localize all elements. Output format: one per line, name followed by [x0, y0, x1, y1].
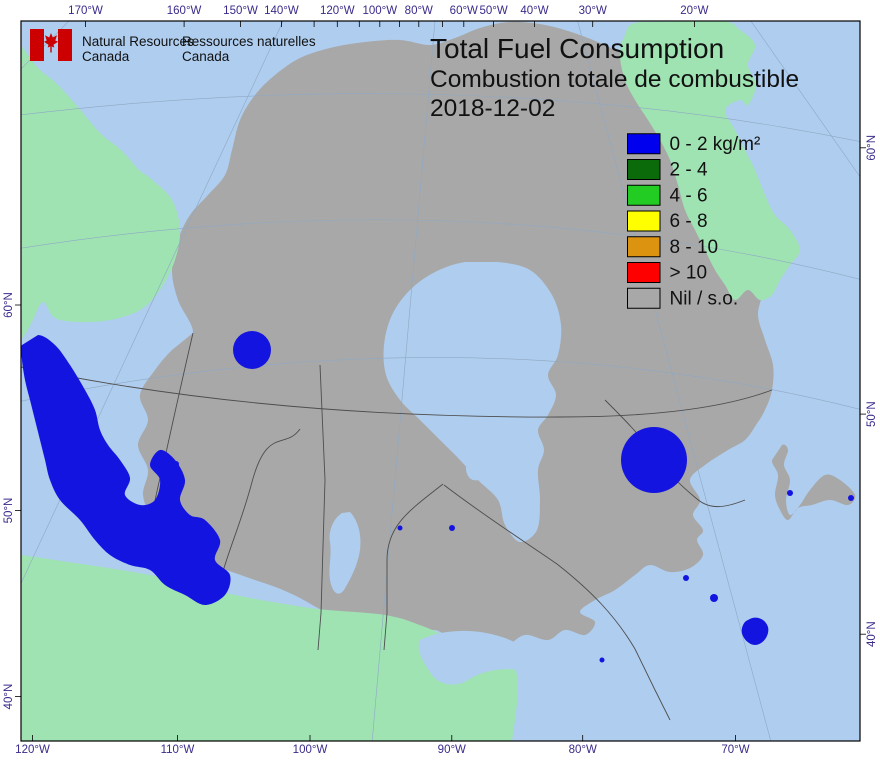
svg-text:Combustion totale de combustib: Combustion totale de combustible [430, 66, 799, 93]
svg-text:120°W: 120°W [15, 744, 50, 756]
svg-text:Nil / s.o.: Nil / s.o. [670, 289, 739, 310]
svg-text:40°W: 40°W [520, 5, 548, 17]
svg-text:120°W: 120°W [320, 5, 355, 17]
svg-text:0 - 2 kg/m²: 0 - 2 kg/m² [670, 134, 761, 155]
svg-text:Natural Resources: Natural Resources [82, 34, 194, 49]
svg-text:> 10: > 10 [670, 263, 708, 284]
svg-text:110°W: 110°W [161, 744, 195, 756]
svg-text:60°N: 60°N [866, 135, 878, 161]
svg-text:40°N: 40°N [3, 684, 15, 710]
svg-text:70°W: 70°W [721, 744, 749, 756]
svg-text:150°W: 150°W [223, 5, 258, 17]
svg-text:Canada: Canada [82, 49, 130, 64]
svg-text:100°W: 100°W [362, 5, 397, 17]
svg-text:170°W: 170°W [68, 5, 103, 17]
svg-text:50°W: 50°W [479, 5, 507, 17]
svg-text:Canada: Canada [182, 49, 230, 64]
svg-text:8 - 10: 8 - 10 [670, 237, 719, 258]
svg-text:6 - 8: 6 - 8 [670, 211, 708, 232]
svg-text:50°N: 50°N [3, 498, 15, 524]
svg-text:40°N: 40°N [866, 621, 878, 647]
svg-text:50°N: 50°N [866, 401, 878, 427]
svg-text:2 - 4: 2 - 4 [670, 160, 708, 181]
svg-text:4 - 6: 4 - 6 [670, 186, 708, 207]
svg-text:60°W: 60°W [450, 5, 478, 17]
svg-text:80°W: 80°W [569, 744, 597, 756]
svg-text:80°W: 80°W [405, 5, 433, 17]
svg-text:30°W: 30°W [579, 5, 607, 17]
svg-text:60°N: 60°N [3, 292, 15, 318]
svg-text:140°W: 140°W [264, 5, 299, 17]
svg-text:Ressources naturelles: Ressources naturelles [182, 34, 316, 49]
svg-text:100°W: 100°W [293, 744, 328, 756]
svg-text:20°W: 20°W [680, 5, 708, 17]
svg-text:160°W: 160°W [167, 5, 202, 17]
svg-text:90°W: 90°W [438, 744, 466, 756]
svg-text:Total Fuel Consumption: Total Fuel Consumption [430, 33, 724, 64]
svg-text:2018-12-02: 2018-12-02 [430, 95, 555, 122]
